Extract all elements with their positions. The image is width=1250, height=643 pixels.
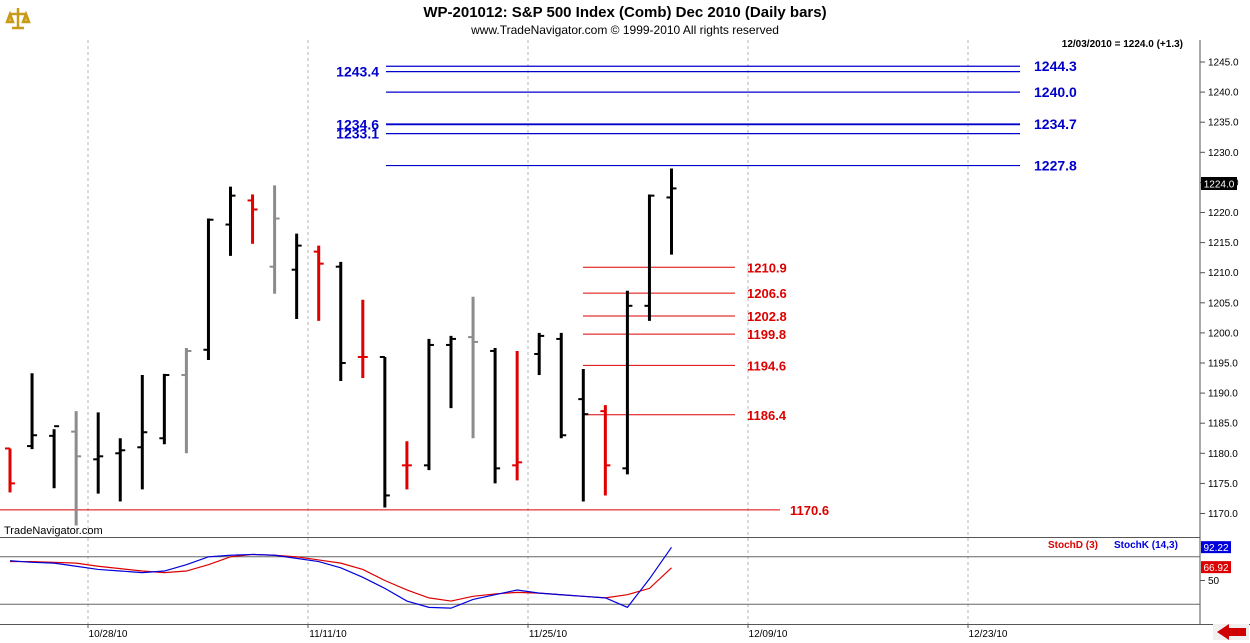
price-axis: 1170.0 1175.0 1180.0 1185.0 1190.0 1195.0 1200… [1200, 58, 1239, 520]
resistance-label: 1240.0 [1034, 84, 1077, 100]
resistance-label: 1244.3 [1034, 58, 1077, 74]
date-tick-label: 11/25/10 [529, 629, 568, 640]
support-label: 1194.6 [747, 358, 786, 373]
support-label: 1186.4 [747, 408, 787, 423]
support-label: 1199.8 [747, 327, 786, 342]
resistance-label: 1234.7 [1034, 116, 1077, 132]
stochk-value-text: 92.22 [1203, 543, 1228, 554]
grid [87, 40, 969, 624]
date-tick-label: 12/23/10 [969, 629, 1008, 640]
stochastic-panel: 50 StochD (3) StochK (14,3) 92.22 66.92 [0, 540, 1231, 609]
support-label: 1170.6 [790, 503, 829, 518]
resistance-label: 1233.1 [336, 126, 379, 142]
price-tick-label: 1210.0 [1208, 268, 1239, 279]
stochd-value-text: 66.92 [1203, 563, 1228, 574]
support-label: 1202.8 [747, 309, 787, 324]
date-tick-label: 10/28/10 [89, 629, 128, 640]
price-tick-label: 1185.0 [1208, 419, 1238, 430]
price-tick-label: 1220.0 [1208, 208, 1239, 219]
chart-subtitle: www.TradeNavigator.com © 1999-2010 All r… [470, 23, 779, 37]
stochk-line [9, 546, 672, 609]
date-tick-label: 11/11/10 [309, 629, 347, 640]
legend-stochd: StochD (3) [1048, 540, 1098, 551]
ohlc-bars [5, 168, 677, 526]
chart-frame [0, 40, 1250, 625]
price-tick-label: 1235.0 [1208, 118, 1239, 129]
price-tick-label: 1180.0 [1208, 449, 1238, 460]
legend-stochk: StochK (14,3) [1114, 540, 1178, 551]
last-value-label: 12/03/2010 = 1224.0 (+1.3) [1062, 39, 1183, 50]
scroll-left-arrow-icon[interactable] [1213, 624, 1249, 640]
price-tick-label: 1240.0 [1208, 88, 1239, 99]
support-label: 1210.9 [747, 260, 787, 275]
watermark: TradeNavigator.com [4, 525, 103, 537]
stochd-line [10, 553, 672, 602]
logo-icon[interactable] [4, 4, 32, 34]
resistance-label: 1234.6 [336, 117, 379, 133]
price-tick-label: 1200.0 [1208, 328, 1239, 339]
stoch-tick-label: 50 [1208, 576, 1220, 587]
chart-title: WP-201012: S&P 500 Index (Comb) Dec 2010… [423, 4, 826, 21]
current-price-tag: 1224.0 [1201, 177, 1237, 191]
resistance-label: 1227.8 [1034, 158, 1077, 174]
price-tick-label: 1245.0 [1208, 58, 1239, 69]
date-tick-label: 12/09/10 [749, 629, 788, 640]
resistance-label: 1243.4 [336, 64, 379, 80]
date-axis: 10/28/10 11/11/10 11/25/10 12/09/10 12/23/10 [87, 624, 1008, 640]
stochd-value-tag [1201, 561, 1231, 574]
price-tick-label: 1170.0 [1208, 509, 1238, 520]
price-tick-label: 1215.0 [1208, 238, 1239, 249]
price-tick-label: 1230.0 [1208, 148, 1239, 159]
price-tick-label: 1190.0 [1208, 389, 1238, 400]
current-price-text: 1224.0 [1204, 180, 1235, 191]
support-label: 1206.6 [747, 286, 787, 301]
price-tick-label: 1175.0 [1208, 479, 1238, 490]
price-tick-label: 1195.0 [1208, 359, 1238, 370]
price-tick-label: 1205.0 [1208, 298, 1239, 309]
stochk-value-tag [1201, 541, 1231, 554]
